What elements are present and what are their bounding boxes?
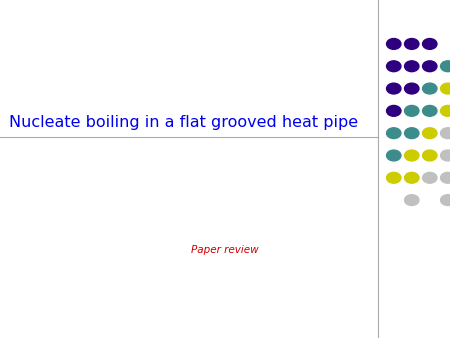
Circle shape bbox=[387, 39, 401, 49]
Circle shape bbox=[405, 150, 419, 161]
Circle shape bbox=[441, 105, 450, 116]
Circle shape bbox=[423, 39, 437, 49]
Circle shape bbox=[387, 150, 401, 161]
Circle shape bbox=[423, 61, 437, 72]
Text: Paper review: Paper review bbox=[191, 245, 259, 255]
Circle shape bbox=[423, 83, 437, 94]
Circle shape bbox=[405, 83, 419, 94]
Text: Nucleate boiling in a flat grooved heat pipe: Nucleate boiling in a flat grooved heat … bbox=[9, 115, 358, 130]
Circle shape bbox=[423, 128, 437, 139]
Circle shape bbox=[405, 128, 419, 139]
Circle shape bbox=[441, 195, 450, 206]
Circle shape bbox=[423, 172, 437, 183]
Circle shape bbox=[405, 61, 419, 72]
Circle shape bbox=[405, 39, 419, 49]
Circle shape bbox=[405, 195, 419, 206]
Circle shape bbox=[405, 105, 419, 116]
Circle shape bbox=[387, 61, 401, 72]
Circle shape bbox=[405, 172, 419, 183]
Circle shape bbox=[387, 105, 401, 116]
Circle shape bbox=[441, 128, 450, 139]
Circle shape bbox=[441, 172, 450, 183]
Circle shape bbox=[387, 172, 401, 183]
Circle shape bbox=[423, 150, 437, 161]
Circle shape bbox=[441, 150, 450, 161]
Circle shape bbox=[441, 83, 450, 94]
Circle shape bbox=[387, 83, 401, 94]
Circle shape bbox=[441, 61, 450, 72]
Circle shape bbox=[423, 105, 437, 116]
Circle shape bbox=[387, 128, 401, 139]
